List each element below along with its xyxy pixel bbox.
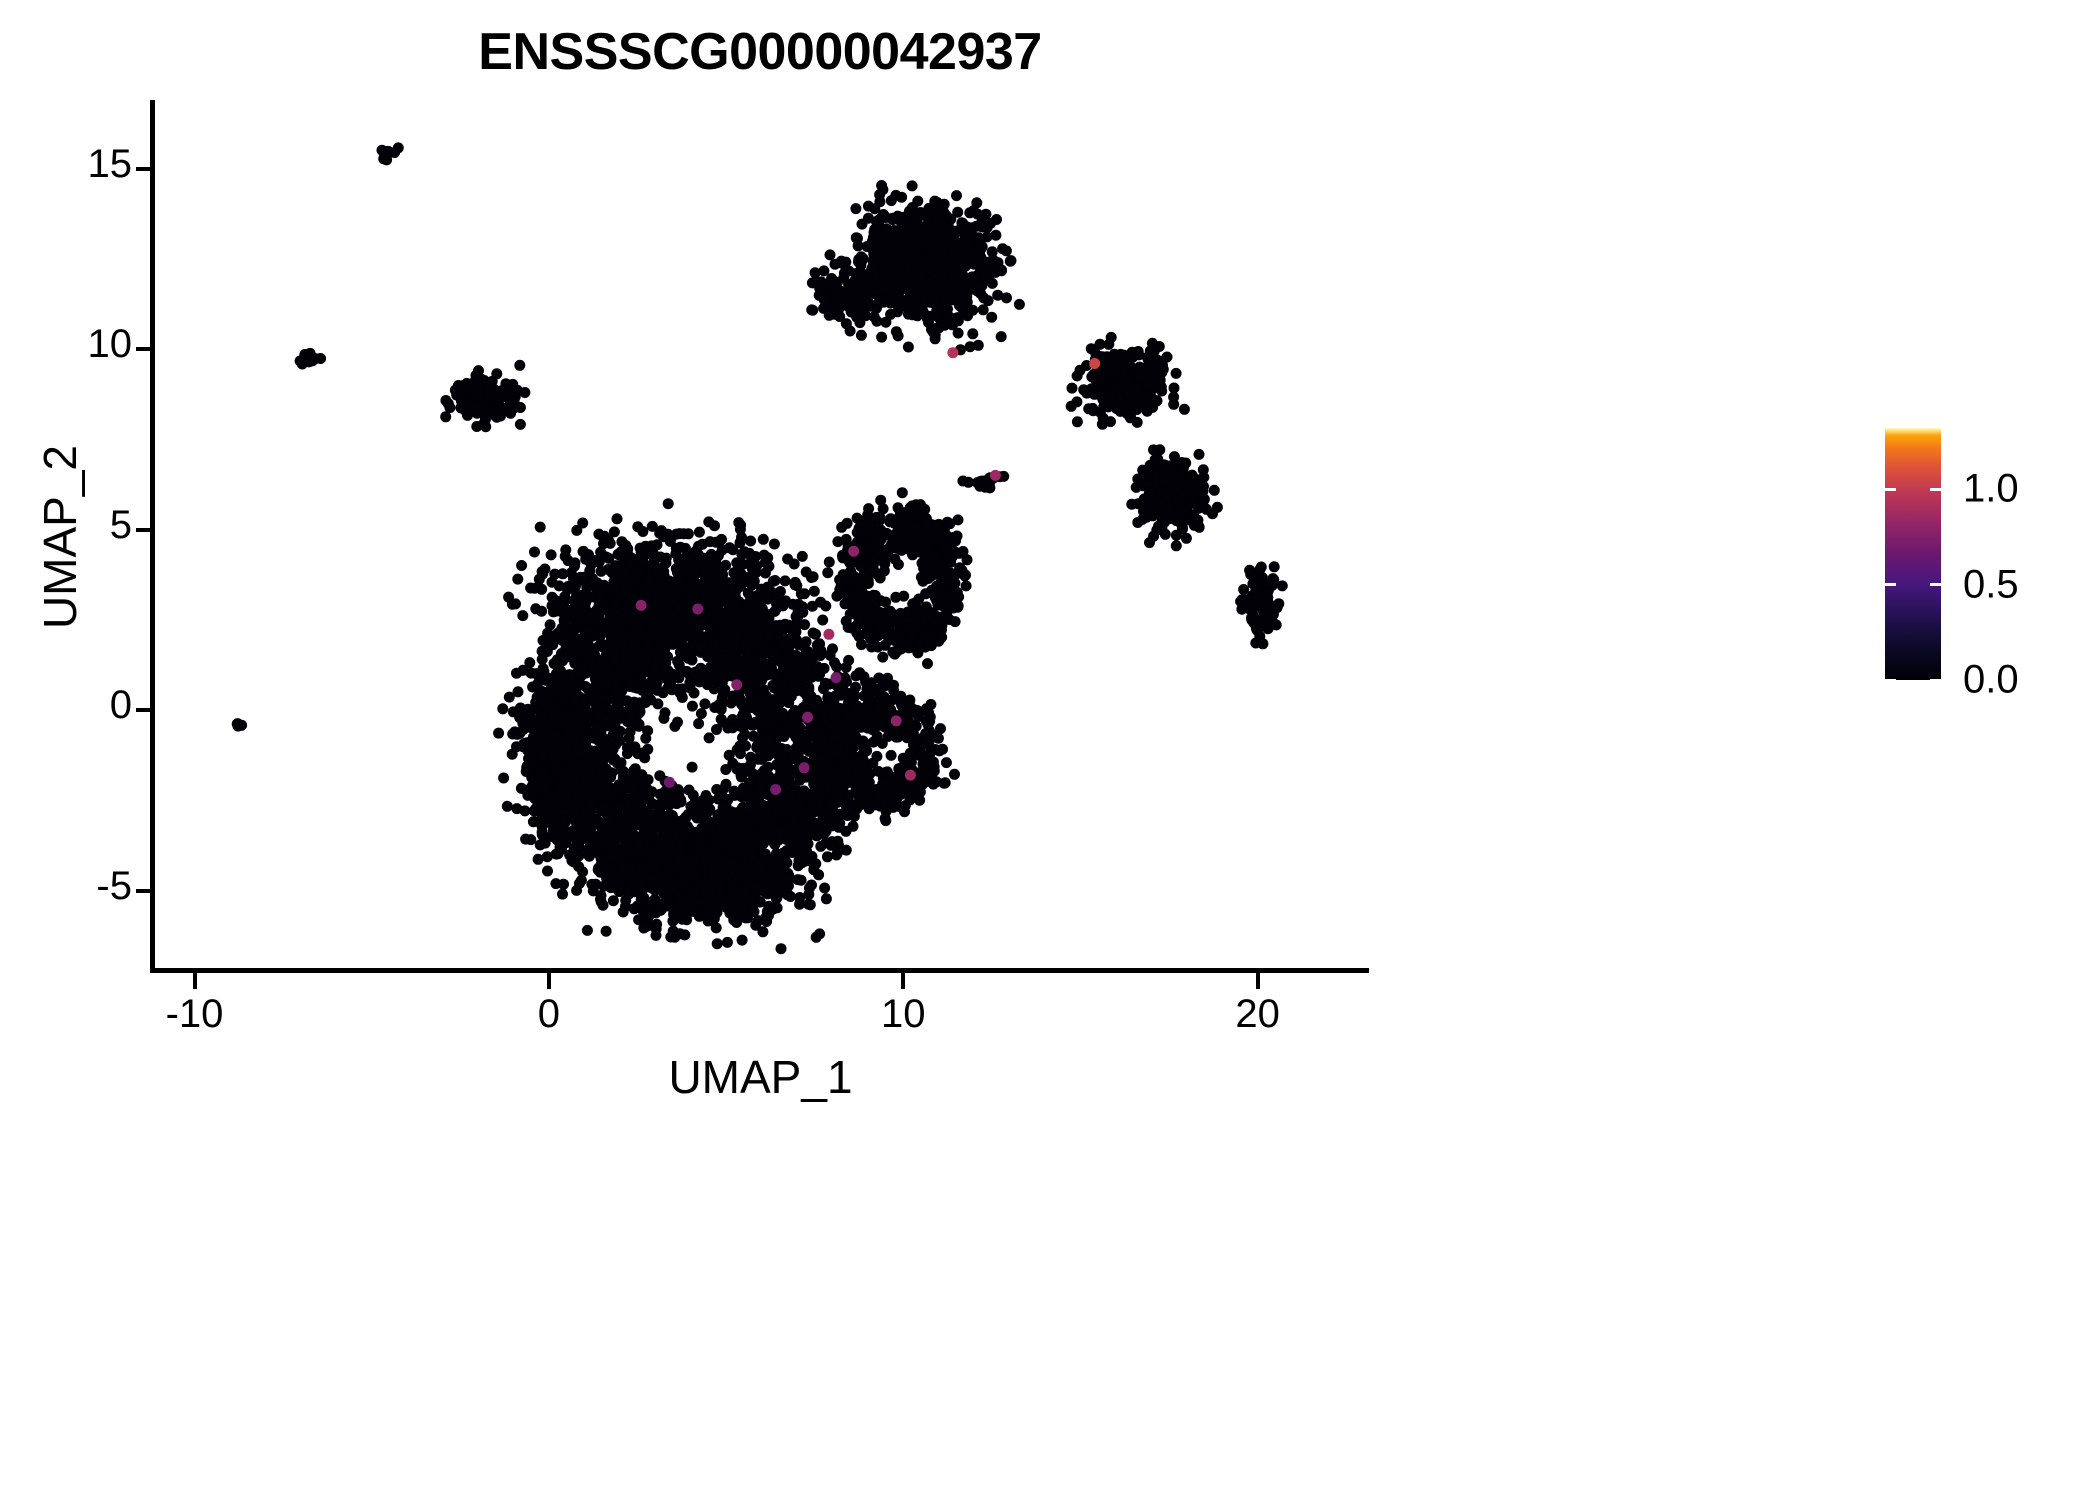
colorbar-tick-label: 0.0 [1963,657,2019,702]
y-tick-mark [136,708,152,713]
x-tick-mark [546,973,551,989]
x-tick-mark [901,973,906,989]
x-tick-mark [1255,973,1260,989]
x-tick-mark [192,973,197,989]
colorbar-gradient [1885,428,1941,680]
x-axis-line [152,968,1369,973]
x-tick-label: 10 [881,992,926,1036]
colorbar-tick-label: 1.0 [1963,466,2019,511]
colorbar-tick-label: 0.5 [1963,562,2019,607]
y-tick-label: 10 [87,322,133,367]
y-tick-mark [136,888,152,893]
colorbar-legend: 0.0 0.5 1.0 [1885,428,2085,702]
scatter-points-layer [231,142,1288,955]
colorbar-tick-mark [1930,487,1941,491]
x-tick-label: -10 [165,992,224,1036]
y-axis-line [150,100,155,973]
y-axis-title: UMAP_2 [34,444,86,630]
colorbar-tick-mark [1930,583,1941,587]
page-title: ENSSSCG00000042937 [478,23,1042,81]
y-tick-mark [136,347,152,352]
y-tick-label: 15 [87,141,133,186]
plot-panel [152,100,1364,970]
y-tick-label: -5 [96,863,132,908]
colorbar-tick-mark [1885,583,1896,587]
y-tick-label: 5 [109,502,132,547]
x-tick-label: 0 [537,992,561,1036]
y-tick-mark [136,166,152,171]
x-axis-title: UMAP_1 [668,1051,853,1103]
colorbar-tick-mark [1885,487,1896,491]
x-tick-label: 20 [1235,992,1280,1036]
colorbar-tick-mark [1885,678,1896,682]
y-tick-label: 0 [109,683,132,728]
colorbar-tick-mark [1930,678,1941,682]
y-tick-mark [136,527,152,532]
colorbar [1885,428,1941,682]
